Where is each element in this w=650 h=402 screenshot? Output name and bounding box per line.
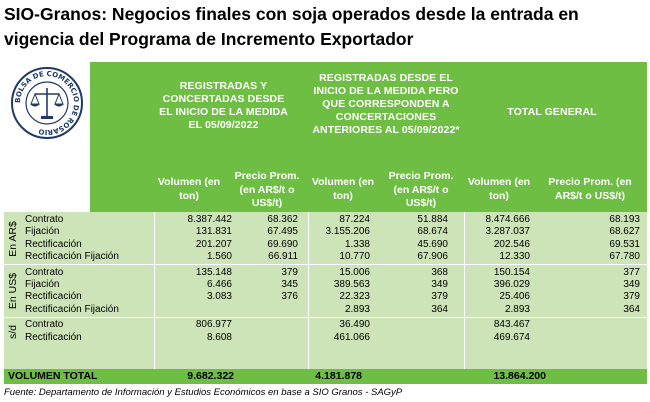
table-cell: 202.546 bbox=[493, 238, 530, 250]
table-cell: 22.323 bbox=[339, 291, 370, 303]
row-label: Rectificación bbox=[25, 291, 82, 303]
table-cell: 364 bbox=[623, 303, 640, 315]
table-cell: 135.148 bbox=[195, 266, 232, 278]
total-volumen-1: 9.682.322 bbox=[187, 370, 234, 382]
table-cell: 51.884 bbox=[417, 214, 448, 225]
table-cell: 469.674 bbox=[493, 331, 530, 343]
row-label: Contrato bbox=[25, 214, 64, 225]
table-cell: 376 bbox=[281, 291, 298, 303]
table-row: Fijación 131.831 67.495 3.155.206 68.674 3.28… bbox=[22, 226, 647, 238]
table-cell: 69.690 bbox=[267, 238, 298, 250]
table-row: Rectificación 201.207 69.690 1.338 45.690 202… bbox=[22, 239, 647, 251]
table-row: Rectificación Fijación 1.560 66.911 10.770 6… bbox=[22, 251, 647, 263]
group-header-concertaciones-anteriores: REGISTRADAS DESDE EL INICIO DE LA MEDIDA… bbox=[312, 72, 460, 136]
table-cell: 379 bbox=[623, 291, 640, 303]
row-label: Contrato bbox=[25, 266, 64, 278]
table-cell: 2.893 bbox=[344, 303, 370, 315]
table-cell: 69.531 bbox=[609, 238, 640, 250]
table-row: Rectificación 8.608 461.066 469.674 bbox=[22, 332, 647, 344]
table-cell: 131.831 bbox=[195, 226, 232, 238]
table-row: Contrato 806.977 36.490 843.467 bbox=[22, 319, 647, 331]
table-cell: 87.224 bbox=[339, 214, 370, 225]
table-cell: 67.780 bbox=[609, 251, 640, 263]
table-cell: 68.674 bbox=[417, 226, 448, 238]
table-cell: 68.362 bbox=[267, 214, 298, 225]
col-head-precio-2: Precio Prom. (en AR$/t o US$/t) bbox=[388, 170, 454, 209]
table-cell: 25.406 bbox=[499, 291, 530, 303]
group-header-total-general: TOTAL GENERAL bbox=[507, 106, 597, 118]
row-label: Rectificación Fijación bbox=[25, 303, 119, 315]
table-cell: 3.083 bbox=[206, 291, 232, 303]
table-cell: 8.387.442 bbox=[187, 214, 233, 225]
table-cell: 8.608 bbox=[206, 331, 232, 343]
table-cell: 806.977 bbox=[195, 319, 232, 331]
table-cell: 3.155.206 bbox=[325, 226, 371, 238]
page-title: SIO-Granos: Negocios finales con soja op… bbox=[4, 4, 579, 49]
table-cell: 6.466 bbox=[206, 279, 232, 290]
col-head-precio-3: Precio Prom. (en AR$/t o US$/t) bbox=[548, 176, 632, 202]
table-row: Contrato 8.387.442 68.362 87.224 51.884 8.474… bbox=[22, 214, 647, 226]
table-cell: 1.338 bbox=[344, 238, 370, 250]
table-cell: 396.029 bbox=[493, 279, 530, 290]
table-row: Fijación 6.466 345 389.563 349 396.029 349 bbox=[22, 279, 647, 291]
section-label-text: En AR$ bbox=[7, 220, 19, 257]
table-cell: 67.906 bbox=[417, 251, 448, 263]
table-cell: 345 bbox=[281, 279, 298, 290]
table-row: Rectificación 3.083 376 22.323 379 25.406 379 bbox=[22, 291, 647, 303]
table-row: Contrato 135.148 379 15.006 368 150.154 377 bbox=[22, 267, 647, 279]
table-cell: 45.690 bbox=[417, 238, 448, 250]
logo: BOLSA DE COMERCIO DE ROSARIO bbox=[4, 62, 90, 212]
table-cell: 67.495 bbox=[267, 226, 298, 238]
row-label: Rectificación Fijación bbox=[25, 251, 119, 263]
total-volumen-2: 4.181.878 bbox=[315, 370, 362, 382]
table-cell: 36.490 bbox=[339, 319, 370, 331]
table-row: Rectificación Fijación 2.893 364 2.893 364 bbox=[22, 304, 647, 316]
soja-table: BOLSA DE COMERCIO DE ROSARIO REGISTRADAS… bbox=[4, 62, 647, 384]
col-head-volumen-2: Volumen (en ton) bbox=[311, 176, 375, 202]
table-cell: 150.154 bbox=[493, 266, 530, 278]
table-cell: 364 bbox=[431, 303, 448, 315]
table-cell: 368 bbox=[431, 266, 448, 278]
table-cell: 68.627 bbox=[609, 226, 640, 238]
row-label: Contrato bbox=[25, 319, 64, 331]
row-label: Rectificación bbox=[25, 331, 82, 343]
table-cell: 843.467 bbox=[493, 319, 530, 331]
table-cell: 389.563 bbox=[333, 279, 370, 290]
table-cell: 377 bbox=[623, 266, 640, 278]
section-label: En AR$ bbox=[4, 214, 22, 264]
col-head-volumen-1: Volumen (en ton) bbox=[157, 176, 221, 202]
source-note: Fuente: Departamento de Información y Es… bbox=[4, 387, 403, 398]
table-cell: 349 bbox=[623, 279, 640, 290]
table-cell: 349 bbox=[431, 279, 448, 290]
section-label-text: s/d bbox=[7, 324, 19, 339]
table-cell: 3.287.037 bbox=[485, 226, 531, 238]
table-cell: 12.330 bbox=[499, 251, 530, 263]
table-cell: 201.207 bbox=[195, 238, 232, 250]
table-cell: 15.006 bbox=[339, 266, 370, 278]
section-label-text: En US$ bbox=[7, 273, 19, 310]
total-volumen-3: 13.864.200 bbox=[493, 370, 546, 382]
total-row: VOLUMEN TOTAL 9.682.322 4.181.878 13.864… bbox=[4, 369, 647, 384]
total-label: VOLUMEN TOTAL bbox=[8, 370, 98, 382]
section-label: s/d bbox=[4, 319, 22, 344]
scales-of-justice-icon: BOLSA DE COMERCIO DE ROSARIO bbox=[11, 67, 83, 139]
table-cell: 68.193 bbox=[609, 214, 640, 225]
row-label: Fijación bbox=[25, 226, 60, 238]
table-header bbox=[4, 62, 647, 212]
table-cell: 8.474.666 bbox=[485, 214, 531, 225]
group-header-registradas-concertadas: REGISTRADAS Y CONCERTADAS DESDE EL INICI… bbox=[159, 80, 288, 131]
table-cell: 66.911 bbox=[268, 251, 298, 263]
table-cell: 10.770 bbox=[339, 251, 370, 263]
table-cell: 1.560 bbox=[206, 251, 232, 263]
table-cell: 461.066 bbox=[333, 331, 370, 343]
table-cell: 379 bbox=[431, 291, 448, 303]
table-cell: 379 bbox=[281, 266, 298, 278]
table-cell: 2.893 bbox=[504, 303, 530, 315]
col-head-volumen-3: Volumen (en ton) bbox=[467, 176, 531, 202]
row-label: Rectificación bbox=[25, 238, 82, 250]
row-label: Fijación bbox=[25, 279, 60, 290]
section-label: En US$ bbox=[4, 266, 22, 317]
col-head-precio-1: Precio Prom. (en AR$/t o US$/t) bbox=[234, 170, 300, 209]
